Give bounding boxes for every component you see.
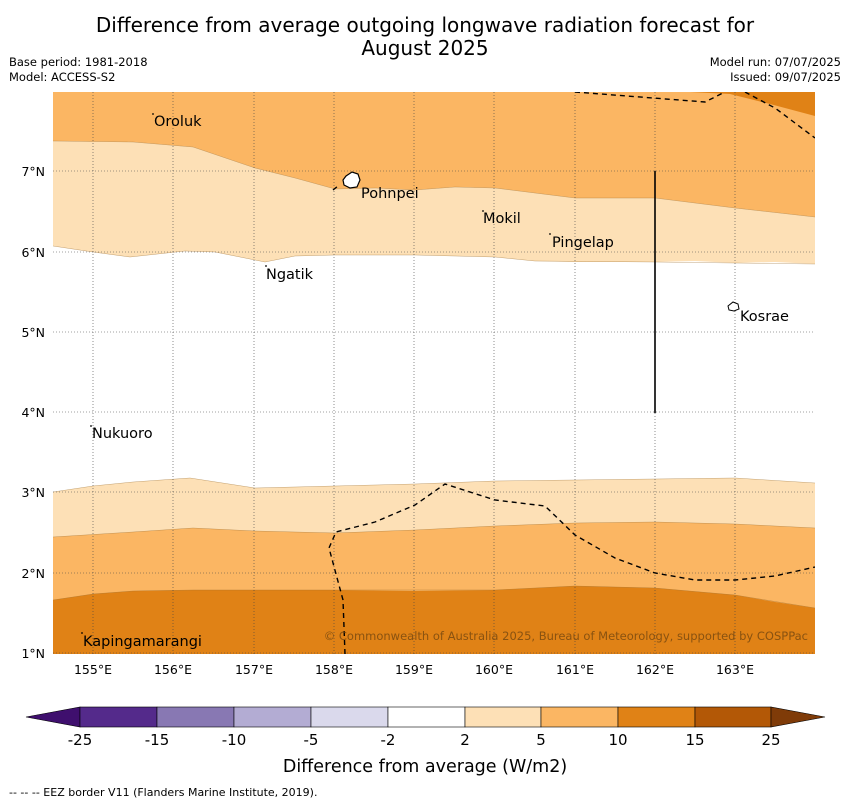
meta-left: Base period: 1981-2018 Model: ACCESS-S2 <box>9 55 148 85</box>
lon-tick-160: 160°E <box>475 662 513 677</box>
contour-lines <box>53 140 815 609</box>
label-pingelap: Pingelap <box>552 235 614 251</box>
model-name: Model: ACCESS-S2 <box>9 70 116 84</box>
band-north-2-5 <box>53 141 815 264</box>
lat-tick-6: 6°N <box>21 245 45 260</box>
label-kosrae: Kosrae <box>740 309 789 325</box>
colorbar-swatch-2 <box>156 706 235 728</box>
colorbar-label: Difference from average (W/m2) <box>283 757 567 777</box>
colorbar-swatch-6 <box>464 706 542 728</box>
lon-tick-163: 163°E <box>716 662 754 677</box>
issued-date: Issued: 09/07/2025 <box>730 70 841 84</box>
label-kapingamarangi: Kapingamarangi <box>83 634 202 650</box>
lat-tick-1: 1°N <box>21 646 45 661</box>
colorbar-swatch-5 <box>387 706 466 728</box>
cbar-tick-6: 5 <box>536 731 546 749</box>
cbar-tick-9: 25 <box>761 731 780 749</box>
lat-tick-7: 7°N <box>21 164 45 179</box>
colorbar <box>25 706 826 728</box>
cbar-tick-3: -5 <box>304 731 319 749</box>
label-oroluk: Oroluk <box>154 114 202 130</box>
map-title: Difference from average outgoing longwav… <box>0 14 850 60</box>
place-labels: Oroluk Pohnpei Mokil Pingelap Ngatik Kos… <box>83 114 789 650</box>
colorbar-swatch-3 <box>233 706 312 728</box>
lon-tick-161: 161°E <box>556 662 594 677</box>
cbar-tick-2: -10 <box>222 731 247 749</box>
cbar-tick-1: -15 <box>145 731 170 749</box>
label-pohnpei: Pohnpei <box>361 186 419 202</box>
cbar-tick-7: 10 <box>608 731 627 749</box>
base-period: Base period: 1981-2018 <box>9 55 148 69</box>
title-line-2: August 2025 <box>361 36 489 60</box>
lon-tick-156: 156°E <box>154 662 192 677</box>
colorbar-ticks: -25 -15 -10 -5 -2 2 5 10 15 25 <box>68 731 781 749</box>
kosrae-island <box>727 301 740 312</box>
cbar-tick-8: 15 <box>685 731 704 749</box>
copyright-notice: © Commonwealth of Australia 2025, Bureau… <box>324 629 808 643</box>
cbar-tick-4: -2 <box>381 731 396 749</box>
model-run: Model run: 07/07/2025 <box>709 55 841 69</box>
label-mokil: Mokil <box>483 211 521 227</box>
label-nukuoro: Nukuoro <box>92 426 153 442</box>
colorbar-swatch-4 <box>310 706 389 728</box>
colorbar-swatch-8 <box>617 706 696 728</box>
band-north-5-10 <box>53 92 815 217</box>
lat-tick-3: 3°N <box>21 485 45 500</box>
title-line-1: Difference from average outgoing longwav… <box>95 13 755 37</box>
band-north-10-15 <box>690 92 815 116</box>
lat-tick-5: 5°N <box>21 325 45 340</box>
lon-tick-162: 162°E <box>636 662 674 677</box>
label-ngatik: Ngatik <box>266 267 314 283</box>
cbar-tick-5: 2 <box>460 731 470 749</box>
lon-tick-158: 158°E <box>315 662 353 677</box>
cbar-tick-0: -25 <box>68 731 93 749</box>
colorbar-swatch-9 <box>694 706 772 728</box>
footer-note: -- -- -- EEZ border V11 (Flanders Marine… <box>9 786 318 799</box>
colorbar-extend-low <box>25 706 81 728</box>
lat-tick-2: 2°N <box>21 566 45 581</box>
lon-axis-labels: 155°E 156°E 157°E 158°E 159°E 160°E 161°… <box>74 662 754 677</box>
lat-axis-labels: 7°N 6°N 5°N 4°N 3°N 2°N 1°N <box>21 164 45 661</box>
gridlines <box>53 92 815 654</box>
colorbar-extend-high <box>770 706 826 728</box>
meta-right: Model run: 07/07/2025 Issued: 09/07/2025 <box>710 55 841 85</box>
lon-tick-157: 157°E <box>235 662 273 677</box>
colorbar-swatch-1 <box>79 706 158 728</box>
atoll-markers <box>81 113 551 634</box>
lat-tick-4: 4°N <box>21 405 45 420</box>
colorbar-swatch-7 <box>540 706 619 728</box>
lon-tick-159: 159°E <box>395 662 433 677</box>
pohnpei-island <box>342 171 361 189</box>
anomaly-fill <box>53 92 815 654</box>
band-south-10-15 <box>53 586 815 654</box>
lon-tick-155: 155°E <box>74 662 112 677</box>
eez-border <box>328 92 815 654</box>
